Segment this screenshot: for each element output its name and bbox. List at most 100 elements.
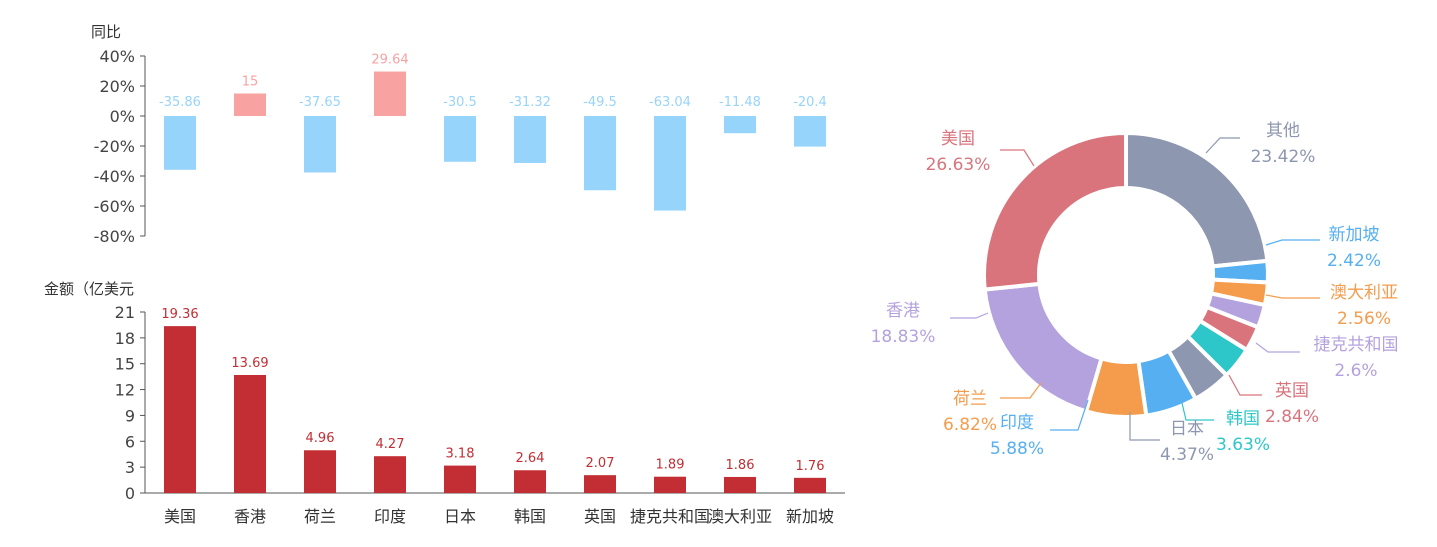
yoy-bar-value-label: 29.64 (371, 53, 408, 68)
category-label: 美国 (164, 507, 196, 526)
donut-slice-percent-label: 5.88% (990, 439, 1044, 459)
donut-slice-percent-label: 2.6% (1334, 361, 1377, 381)
category-label: 捷克共和国 (630, 507, 710, 526)
yoy-y-tick-label: -80% (94, 227, 135, 246)
donut-slice-name-label: 韩国 (1226, 409, 1260, 429)
donut-slice-name-label: 澳大利亚 (1330, 283, 1398, 303)
amount-axis-title: 金额（亿美元 (44, 280, 134, 298)
yoy-bar (444, 116, 476, 162)
share-donut-chart: 其他 23.42% 新加坡 2.42% 澳大利亚 2.56% 捷克共和国 2.6% 英国 2.84… (871, 121, 1399, 465)
amount-bar-value-label: 13.69 (231, 356, 268, 371)
yoy-axis-title: 同比 (91, 23, 121, 41)
amount-bar-value-label: 3.18 (446, 447, 475, 462)
amount-bar-value-label: 1.76 (796, 459, 825, 474)
yoy-y-tick-label: -60% (94, 197, 135, 216)
yoy-y-tick-label: -20% (94, 137, 135, 156)
donut-slice-percent-label: 6.82% (943, 415, 997, 435)
donut-slice-name-label: 捷克共和国 (1314, 335, 1399, 355)
yoy-bar (654, 116, 686, 211)
donut-leader-line (1228, 374, 1262, 396)
category-label: 印度 (374, 507, 406, 526)
donut-leader-line (1265, 239, 1320, 246)
yoy-bar-value-label: -20.4 (793, 95, 827, 110)
donut-slice-name-label: 美国 (941, 129, 975, 149)
amount-bar (514, 470, 546, 493)
amount-bar (444, 465, 476, 493)
amount-bar (374, 456, 406, 493)
yoy-bar (584, 116, 616, 191)
donut-slice-name-label: 日本 (1170, 419, 1204, 439)
yoy-bar (724, 116, 756, 134)
yoy-bar-chart: 40% 20% 0% -20% -40% -60% -80% -35.86 15 -37.65 29… (94, 47, 827, 246)
amount-y-tick-label: 6 (125, 432, 135, 451)
donut-leader-line (950, 312, 989, 319)
donut-leader-line (1000, 382, 1042, 399)
donut-slice-name-label: 印度 (1000, 413, 1034, 433)
amount-y-tick-label: 9 (125, 406, 135, 425)
yoy-bar-value-label: 15 (242, 75, 259, 90)
yoy-bar (164, 116, 196, 170)
amount-bar-value-label: 1.86 (726, 458, 755, 473)
amount-bar (724, 476, 756, 493)
donut-slice-name-label: 英国 (1275, 381, 1309, 401)
amount-y-tick-label: 0 (125, 484, 135, 503)
yoy-bar (234, 93, 266, 116)
amount-bar (164, 326, 196, 493)
amount-bar (234, 375, 266, 493)
category-label: 英国 (584, 507, 616, 526)
donut-slice (1124, 131, 1270, 269)
yoy-bar (304, 116, 336, 173)
yoy-y-tick-label: 20% (99, 77, 135, 96)
donut-leader-line (1255, 342, 1300, 353)
yoy-bar-value-label: -49.5 (583, 95, 617, 110)
yoy-bar-value-label: -30.5 (443, 95, 477, 110)
amount-bar-value-label: 1.89 (656, 458, 685, 473)
amount-y-tick-label: 3 (125, 458, 135, 477)
donut-slice-percent-label: 3.63% (1216, 435, 1270, 455)
amount-bar-chart: 21 18 15 12 9 6 3 0 19.36 美国 13.69 香港 4.96 荷兰 4.27 印度 3.… (115, 303, 845, 526)
donut-leader-line (1205, 137, 1240, 154)
amount-bar-value-label: 4.27 (376, 437, 405, 452)
amount-y-tick-label: 15 (115, 355, 135, 374)
yoy-bar-value-label: -35.86 (159, 95, 201, 110)
donut-leader-line (1265, 294, 1320, 299)
yoy-bar-value-label: -31.32 (509, 95, 551, 110)
donut-leader-line (1050, 399, 1089, 431)
donut-slice (982, 131, 1128, 292)
donut-slice-percent-label: 26.63% (926, 155, 991, 175)
amount-bar-value-label: 2.64 (516, 451, 545, 466)
yoy-bar (794, 116, 826, 147)
amount-bar-value-label: 19.36 (161, 307, 198, 322)
yoy-bar-value-label: -63.04 (649, 95, 691, 110)
donut-slice-percent-label: 2.42% (1327, 251, 1381, 271)
amount-y-tick-label: 18 (115, 329, 135, 348)
amount-bar (304, 450, 336, 493)
donut-slice-percent-label: 2.84% (1265, 407, 1319, 427)
donut-slice-percent-label: 4.37% (1160, 445, 1214, 465)
yoy-y-tick-label: 40% (99, 47, 135, 66)
category-label: 新加坡 (786, 507, 834, 526)
amount-bar-value-label: 4.96 (306, 431, 335, 446)
category-label: 日本 (444, 507, 476, 526)
category-label: 香港 (234, 507, 266, 526)
amount-y-tick-label: 12 (115, 381, 135, 400)
donut-slice-percent-label: 18.83% (871, 327, 936, 347)
yoy-bar-value-label: -11.48 (719, 95, 761, 110)
donut-slice (982, 281, 1104, 414)
category-label: 澳大利亚 (708, 507, 772, 526)
donut-slice-percent-label: 2.56% (1337, 309, 1391, 329)
amount-bar (584, 475, 616, 493)
donut-leader-line (1129, 412, 1160, 441)
amount-bar-value-label: 2.07 (586, 456, 615, 471)
amount-bar (794, 477, 826, 493)
donut-slice-name-label: 新加坡 (1329, 225, 1380, 245)
yoy-bar-value-label: -37.65 (299, 95, 341, 110)
donut-slice-name-label: 其他 (1266, 121, 1300, 141)
donut-slice-percent-label: 23.42% (1251, 147, 1316, 167)
donut-slice-name-label: 荷兰 (953, 389, 987, 409)
donut-slice-name-label: 香港 (886, 301, 920, 321)
yoy-y-tick-label: -40% (94, 167, 135, 186)
amount-y-tick-label: 21 (115, 303, 135, 322)
yoy-y-tick-label: 0% (110, 107, 135, 126)
